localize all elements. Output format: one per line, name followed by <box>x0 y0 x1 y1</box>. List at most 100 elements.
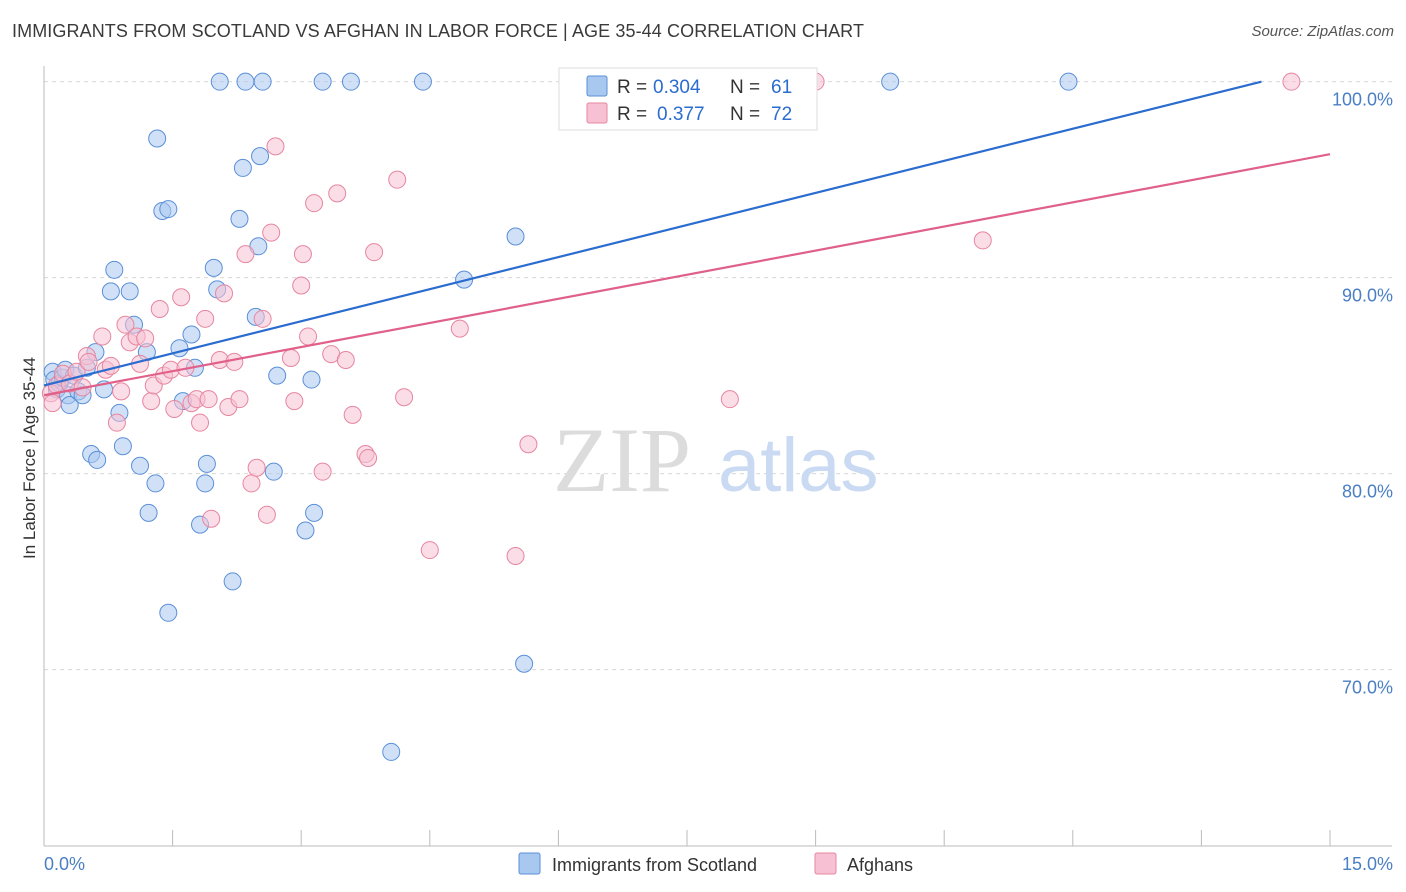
legend-r-value-blue: 0.304 <box>653 77 701 98</box>
bottom-legend-swatch-pink <box>814 852 837 875</box>
afghan-point <box>257 505 276 524</box>
legend-n-label-pink: N = <box>730 104 760 125</box>
afghan-point <box>519 435 538 454</box>
afghan-point <box>225 352 244 371</box>
top-legend: R = 0.304 N = 61 R = 0.377 N = 72 <box>558 67 818 131</box>
afghan-point <box>1282 72 1301 91</box>
afghan-point <box>142 392 161 411</box>
scotland-point <box>302 370 321 389</box>
bottom-legend-swatch-blue <box>518 852 541 875</box>
afghan-point <box>101 356 120 375</box>
legend-r-label-blue: R = <box>617 77 647 98</box>
chart-title: IMMIGRANTS FROM SCOTLAND VS AFGHAN IN LA… <box>12 21 865 41</box>
scotland-point <box>159 603 178 622</box>
afghan-point <box>150 300 169 319</box>
afghan-point <box>343 405 362 424</box>
y-axis-title: In Labor Force | Age 35-44 <box>20 357 39 559</box>
scotland-point <box>251 147 270 166</box>
scotland-point <box>233 158 252 177</box>
afghan-point <box>266 137 285 156</box>
y-tick-label: 100.0% <box>1332 90 1393 110</box>
scotland-point <box>131 456 150 475</box>
points-layer <box>41 72 1301 761</box>
bottom-legend-label-pink: Afghans <box>847 855 913 875</box>
scotland-point <box>1059 72 1078 91</box>
afghan-point <box>202 509 221 528</box>
afghan-point <box>720 390 739 409</box>
afghan-point <box>196 309 215 328</box>
scotland-point <box>382 742 401 761</box>
y-tick-label: 80.0% <box>1342 482 1393 502</box>
watermark-zip: ZIP <box>553 409 691 511</box>
bottom-legend: Immigrants from Scotland Afghans <box>518 852 913 875</box>
bottom-legend-label-blue: Immigrants from Scotland <box>552 855 757 875</box>
afghan-point <box>973 231 992 250</box>
afghan-trendline <box>43 153 1331 397</box>
y-tick-label: 70.0% <box>1342 678 1393 698</box>
x-tick-label: 15.0% <box>1342 854 1393 874</box>
scotland-point <box>196 474 215 493</box>
scotland-point <box>413 72 432 91</box>
afghan-point <box>93 327 112 346</box>
scotland-point <box>197 454 216 473</box>
afghan-point <box>293 245 312 264</box>
scotland-point <box>515 654 534 673</box>
scotland-point <box>204 258 223 277</box>
afghan-point <box>215 284 234 303</box>
scotland-trendline <box>43 80 1262 387</box>
afghan-point <box>136 329 155 348</box>
afghan-point <box>247 458 266 477</box>
scotland-point <box>120 282 139 301</box>
afghan-point <box>365 243 384 262</box>
afghan-point <box>285 392 304 411</box>
afghan-point <box>116 315 135 334</box>
scotland-point <box>253 72 272 91</box>
scotland-point <box>264 462 283 481</box>
afghan-point <box>450 319 469 338</box>
afghan-point <box>253 309 272 328</box>
legend-n-value-blue: 61 <box>771 77 792 98</box>
scotland-point <box>182 325 201 344</box>
afghan-point <box>336 350 355 369</box>
scotland-point <box>268 366 287 385</box>
legend-r-label-pink: R = <box>617 104 647 125</box>
watermark: ZIP atlas <box>553 409 879 511</box>
afghan-point <box>242 474 261 493</box>
scotland-point <box>113 437 132 456</box>
scotland-point <box>236 72 255 91</box>
afghan-point <box>236 245 255 264</box>
watermark-atlas: atlas <box>718 423 879 508</box>
afghan-point <box>230 390 249 409</box>
afghan-point <box>281 349 300 368</box>
scotland-point <box>341 72 360 91</box>
scotland-point <box>88 450 107 469</box>
chart-source: Source: ZipAtlas.com <box>1251 23 1394 40</box>
afghan-point <box>305 194 324 213</box>
afghan-point <box>388 170 407 189</box>
legend-n-label-blue: N = <box>730 77 760 98</box>
legend-n-value-pink: 72 <box>771 104 792 125</box>
scotland-point <box>148 129 167 148</box>
afghan-point <box>262 223 281 242</box>
afghan-point <box>506 546 525 565</box>
afghan-point <box>328 184 347 203</box>
afghan-point <box>191 413 210 432</box>
x-tick-label: 0.0% <box>44 854 85 874</box>
axes-layer: 100.0% 90.0% 80.0% 70.0% 0.0% 15.0% <box>43 66 1393 874</box>
afghan-point <box>107 413 126 432</box>
scotland-point <box>881 72 900 91</box>
scotland-point <box>210 72 229 91</box>
scotland-point <box>313 72 332 91</box>
legend-r-value-pink: 0.377 <box>657 104 705 125</box>
afghan-point <box>359 448 378 467</box>
afghan-point <box>420 541 439 560</box>
afghan-point <box>43 394 62 413</box>
afghan-point <box>292 276 311 295</box>
afghan-point <box>165 399 184 418</box>
scotland-point <box>230 209 249 228</box>
scotland-point <box>105 260 124 279</box>
afghan-point <box>79 352 98 371</box>
scotland-point <box>159 200 178 219</box>
scotland-point <box>506 227 525 246</box>
